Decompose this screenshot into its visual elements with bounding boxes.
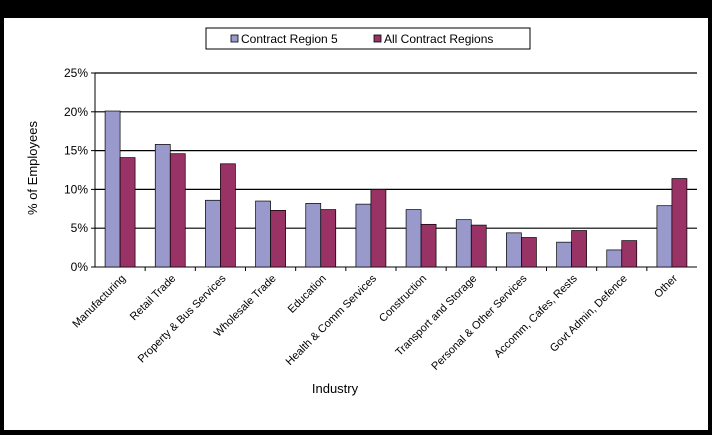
- bar-all-contract-regions: [571, 230, 587, 268]
- x-tick-label: Retail Trade: [128, 273, 178, 323]
- bar-all-contract-regions: [320, 209, 337, 268]
- legend-box: [205, 27, 531, 50]
- bar-contract-region-5: [154, 144, 171, 268]
- y-tick-label: 5%: [71, 221, 89, 235]
- legend-label-series-2: All Contract Regions: [384, 32, 493, 46]
- bar-chart: Contract Region 5 All Contract Regions %…: [25, 27, 697, 396]
- bar-all-contract-regions: [169, 153, 186, 268]
- legend-swatch-series-2: [373, 34, 382, 43]
- y-tick-label: 0%: [71, 260, 89, 274]
- legend: Contract Region 5 All Contract Regions: [205, 27, 531, 50]
- bar-all-contract-regions: [420, 223, 437, 268]
- bar-contract-region-5: [305, 203, 322, 268]
- y-tick-label: 20%: [64, 105, 88, 119]
- x-tick-label: Personal & Other Services: [429, 272, 529, 372]
- bar-contract-region-5: [255, 200, 271, 268]
- bar-all-contract-regions: [671, 178, 688, 268]
- y-axis-title: % of Employees: [25, 121, 40, 215]
- bar-contract-region-5: [656, 205, 673, 268]
- legend-label-series-1: Contract Region 5: [241, 32, 338, 46]
- x-tick-label: Property & Bus Services: [136, 272, 229, 365]
- chart-panel: Contract Region 5 All Contract Regions %…: [4, 18, 708, 430]
- x-tick-label: Health & Comm Services: [284, 272, 380, 368]
- y-tick-label: 15%: [64, 144, 88, 158]
- x-tick-label: Accomm, Cafes, Rests: [492, 272, 580, 360]
- bar-all-contract-regions: [470, 224, 487, 268]
- y-tick-label: 25%: [64, 66, 88, 80]
- x-tick-label: Manufacturing: [70, 273, 128, 331]
- bar-contract-region-5: [355, 203, 372, 268]
- bar-all-contract-regions: [370, 189, 387, 268]
- bar-contract-region-5: [104, 110, 121, 268]
- x-tick-label: Other: [652, 272, 680, 300]
- bar-all-contract-regions: [621, 240, 638, 268]
- bar-contract-region-5: [606, 249, 623, 268]
- bar-all-contract-regions: [270, 210, 286, 268]
- bar-contract-region-5: [205, 199, 221, 268]
- bar-contract-region-5: [455, 219, 472, 268]
- x-axis-title: Industry: [312, 381, 359, 396]
- bar-contract-region-5: [506, 232, 522, 268]
- x-tick-label: Transport and Storage: [393, 273, 479, 359]
- y-tick-label: 10%: [64, 182, 88, 196]
- x-tick-label: Education: [286, 273, 329, 316]
- bar-contract-region-5: [556, 241, 572, 268]
- legend-swatch-series-1: [230, 34, 239, 43]
- bar-all-contract-regions: [521, 237, 537, 268]
- plot-area: 0% 5% 10% 15% 20% 25% Manufacturing Retail Trad…: [64, 66, 697, 373]
- bar-all-contract-regions: [119, 157, 136, 268]
- x-tick-label: Construction: [377, 273, 429, 325]
- bar-contract-region-5: [405, 209, 422, 268]
- bar-all-contract-regions: [220, 163, 236, 268]
